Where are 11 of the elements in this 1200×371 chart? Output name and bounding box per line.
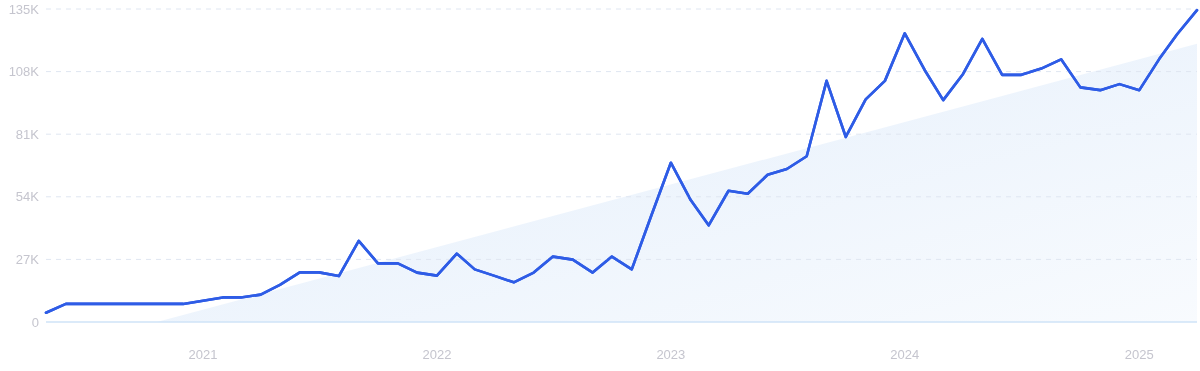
y-tick-label: 54K [15, 189, 40, 205]
y-tick-label: 135K [8, 1, 40, 17]
y-tick-label: 27K [15, 251, 40, 267]
x-tick-label: 2021 [188, 347, 218, 362]
y-tick-label: 81K [15, 126, 40, 142]
y-tick-label: 108K [8, 64, 40, 80]
y-tick-label: 0 [31, 314, 39, 330]
x-tick-label: 2023 [656, 347, 686, 362]
x-tick-label: 2025 [1124, 347, 1154, 362]
x-tick-label: 2024 [890, 347, 920, 362]
x-tick-label: 2022 [422, 347, 452, 362]
